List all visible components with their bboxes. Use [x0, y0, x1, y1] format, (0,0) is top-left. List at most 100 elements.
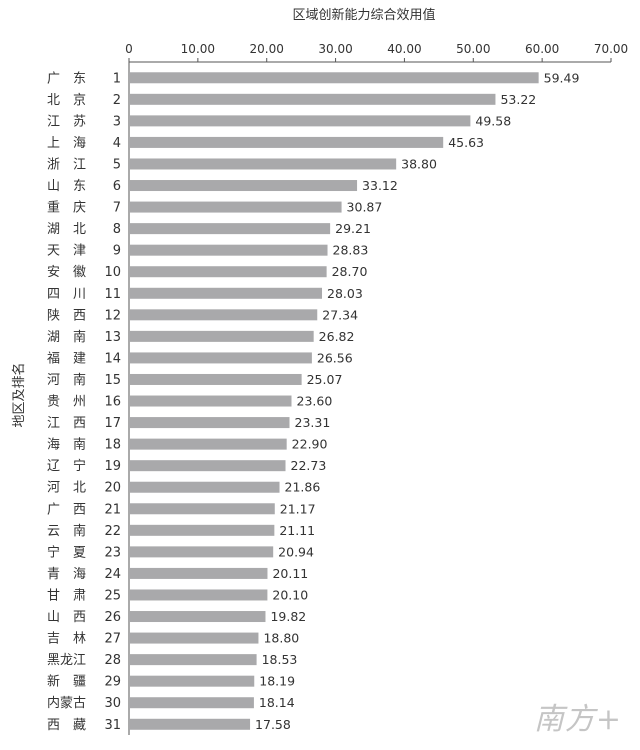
value-label: 29.21 — [335, 221, 371, 236]
region-label: 辽 宁 — [47, 458, 86, 474]
bar — [129, 697, 254, 709]
rank-label: 13 — [104, 330, 121, 345]
region-label: 安 徽 — [47, 265, 86, 280]
value-label: 45.63 — [448, 135, 484, 150]
bar — [129, 718, 251, 730]
rank-label: 18 — [104, 438, 121, 453]
bar — [129, 180, 358, 192]
rank-label: 3 — [113, 114, 121, 129]
rank-label: 16 — [104, 395, 121, 410]
rank-label: 17 — [104, 416, 121, 431]
value-label: 28.83 — [333, 243, 369, 258]
bar — [129, 395, 292, 407]
value-label: 18.19 — [259, 674, 295, 689]
rank-label: 28 — [104, 653, 121, 668]
bar — [129, 481, 280, 493]
bar — [129, 589, 268, 601]
rank-label: 5 — [113, 157, 121, 172]
x-tick-label: 0 — [125, 42, 133, 56]
value-label: 17.58 — [255, 717, 291, 732]
bar — [129, 373, 302, 385]
value-label: 26.82 — [319, 329, 355, 344]
x-tick-label: 20.00 — [250, 42, 284, 56]
rank-label: 8 — [113, 222, 121, 237]
watermark-logo: 南方+ — [533, 702, 622, 737]
bar — [129, 309, 318, 321]
region-label: 内蒙古 — [47, 695, 86, 711]
bar — [129, 524, 275, 536]
value-label: 22.90 — [292, 437, 328, 452]
region-label: 西 藏 — [47, 718, 86, 733]
rank-label: 31 — [104, 718, 121, 733]
rank-label: 2 — [113, 93, 121, 108]
region-label: 山 西 — [47, 610, 86, 625]
rank-label: 27 — [104, 632, 121, 647]
bar — [129, 675, 255, 687]
value-label: 28.70 — [332, 264, 368, 279]
value-label: 19.82 — [270, 609, 306, 624]
region-label: 云 南 — [47, 523, 86, 539]
x-tick-label: 60.00 — [525, 42, 559, 56]
rank-label: 12 — [104, 308, 121, 323]
value-label: 25.07 — [307, 372, 343, 387]
region-label: 河 南 — [47, 372, 86, 388]
bar — [129, 460, 286, 472]
rank-label: 29 — [104, 675, 121, 690]
value-label: 20.11 — [272, 566, 308, 581]
region-label: 贵 州 — [47, 395, 86, 410]
bar — [129, 567, 268, 579]
value-label: 26.56 — [317, 350, 353, 365]
bar — [129, 352, 312, 364]
region-label: 吉 林 — [47, 632, 86, 647]
x-tick-label: 30.00 — [318, 42, 352, 56]
rank-label: 15 — [104, 373, 121, 388]
rank-label: 6 — [113, 179, 121, 194]
value-label: 27.34 — [322, 307, 358, 322]
value-label: 18.53 — [262, 652, 298, 667]
region-label: 黑龙江 — [47, 653, 86, 668]
region-label: 广 东 — [47, 71, 86, 86]
rank-label: 26 — [104, 610, 121, 625]
bar — [129, 201, 342, 213]
region-label: 重 庆 — [47, 200, 86, 216]
value-label: 21.17 — [280, 501, 316, 516]
value-label: 18.80 — [263, 631, 299, 646]
value-label: 53.22 — [500, 92, 536, 107]
value-label: 59.49 — [544, 70, 580, 85]
bar — [129, 632, 259, 644]
rank-label: 11 — [104, 287, 121, 302]
rank-label: 25 — [104, 588, 121, 603]
value-label: 23.31 — [295, 415, 331, 430]
x-tick-label: 40.00 — [387, 42, 421, 56]
region-label: 四 川 — [47, 287, 86, 302]
rank-label: 4 — [113, 136, 121, 151]
value-label: 28.03 — [327, 286, 363, 301]
rank-label: 24 — [104, 567, 121, 582]
value-label: 21.86 — [285, 480, 321, 495]
bar — [129, 136, 444, 148]
rank-label: 22 — [104, 524, 121, 539]
region-label: 河 北 — [47, 481, 86, 496]
region-label: 宁 夏 — [47, 544, 86, 560]
bar-rows: 广 东 1 59.49 北 京 2 53.22 江 苏 3 49.58 上 海 4 45.63 浙 江 5… — [47, 70, 579, 733]
bar — [129, 287, 323, 299]
value-label: 18.14 — [259, 695, 295, 710]
region-label: 湖 南 — [47, 329, 86, 345]
rank-label: 10 — [104, 265, 121, 280]
bar — [129, 266, 327, 278]
bar — [129, 72, 539, 84]
value-label: 20.10 — [272, 587, 308, 602]
bar — [129, 546, 274, 558]
region-label: 山 东 — [47, 179, 86, 194]
region-label: 江 西 — [47, 416, 86, 431]
rank-label: 20 — [104, 481, 121, 496]
x-tick-label: 70.00 — [594, 42, 628, 56]
bar — [129, 223, 331, 235]
rank-label: 1 — [113, 71, 121, 86]
region-label: 新 疆 — [47, 674, 86, 690]
region-label: 天 津 — [47, 244, 86, 259]
region-label: 江 苏 — [47, 113, 86, 129]
rank-label: 21 — [104, 502, 121, 517]
bar — [129, 93, 496, 105]
value-label: 49.58 — [475, 113, 511, 128]
